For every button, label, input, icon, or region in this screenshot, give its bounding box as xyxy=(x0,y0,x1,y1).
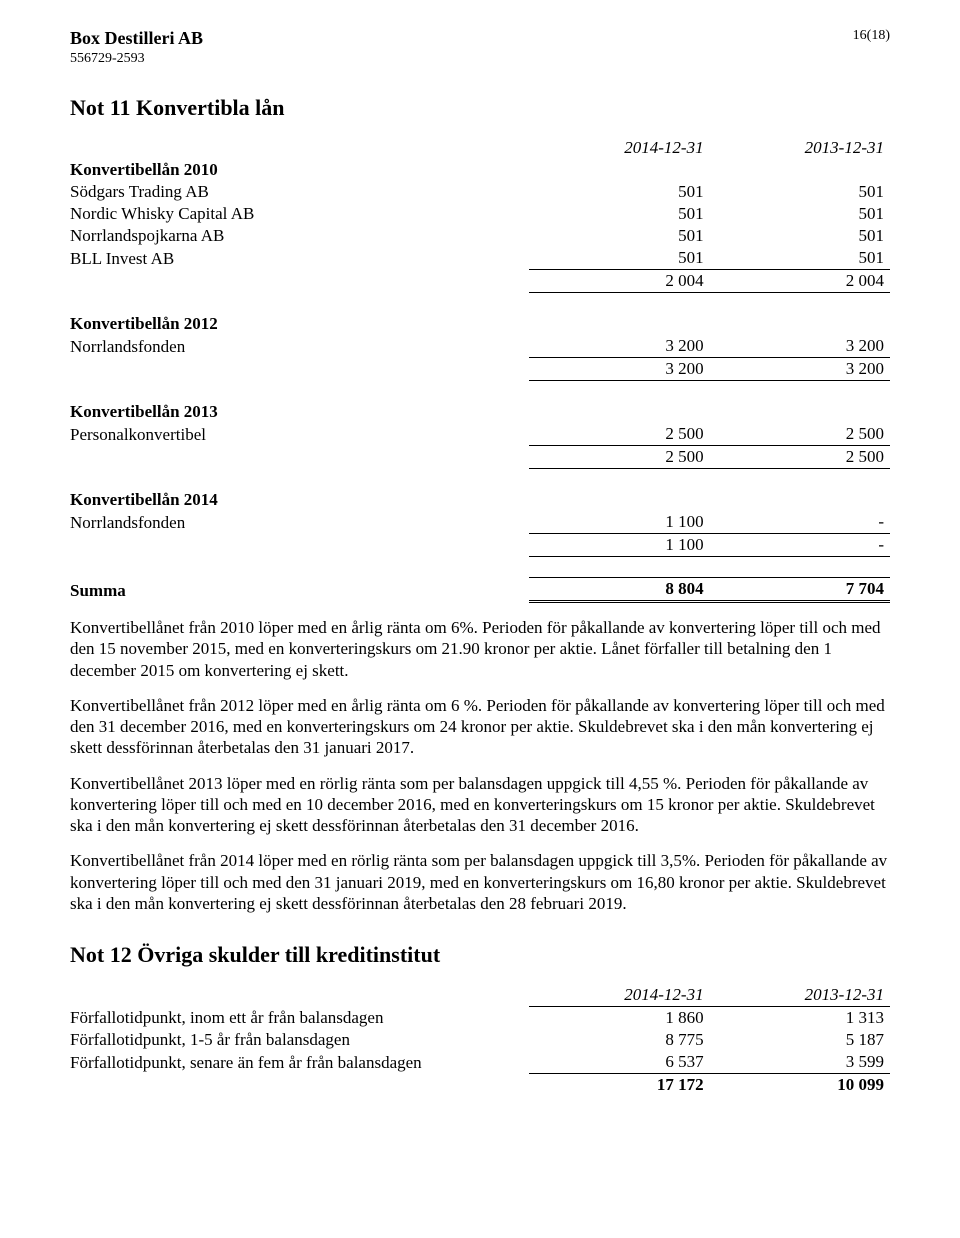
cell: 2 500 xyxy=(529,423,709,446)
table-row: Norrlandsfonden 3 200 3 200 xyxy=(70,335,890,358)
note-11-paragraph: Konvertibellånet 2013 löper med en rörli… xyxy=(70,773,890,837)
company-name: Box Destilleri AB xyxy=(70,28,203,49)
row-label: Förfallotidpunkt, senare än fem år från … xyxy=(70,1051,529,1074)
col-header: 2014-12-31 xyxy=(529,984,709,1007)
group-label: Konvertibellån 2012 xyxy=(70,313,529,335)
total-value: 10 099 xyxy=(710,1074,890,1097)
row-label: Norrlandspojkarna AB xyxy=(70,225,529,247)
cell: 6 537 xyxy=(529,1051,709,1074)
subtotal: 2 500 xyxy=(710,446,890,469)
col-header: 2013-12-31 xyxy=(710,984,890,1007)
cell: 2 500 xyxy=(710,423,890,446)
subtotal: - xyxy=(710,534,890,557)
cell: 501 xyxy=(529,203,709,225)
group-label: Konvertibellån 2014 xyxy=(70,489,529,511)
note-12-table: 2014-12-31 2013-12-31 Förfallotidpunkt, … xyxy=(70,984,890,1096)
cell: 1 313 xyxy=(710,1007,890,1030)
table-row: Förfallotidpunkt, inom ett år från balan… xyxy=(70,1007,890,1030)
cell: 1 860 xyxy=(529,1007,709,1030)
col-header: 2013-12-31 xyxy=(710,137,890,159)
row-label: Förfallotidpunkt, 1-5 år från balansdage… xyxy=(70,1029,529,1051)
total-row: 17 172 10 099 xyxy=(70,1074,890,1097)
row-label: Förfallotidpunkt, inom ett år från balan… xyxy=(70,1007,529,1030)
cell: 501 xyxy=(710,247,890,270)
cell: 3 200 xyxy=(529,335,709,358)
table-row: Norrlandspojkarna AB 501 501 xyxy=(70,225,890,247)
page-number: 16(18) xyxy=(853,28,890,44)
note-11-table: 2014-12-31 2013-12-31 Konvertibellån 201… xyxy=(70,137,890,603)
note-11-paragraph: Konvertibellånet från 2014 löper med en … xyxy=(70,850,890,914)
row-label: Nordic Whisky Capital AB xyxy=(70,203,529,225)
subtotal: 2 004 xyxy=(710,270,890,293)
table-row: Förfallotidpunkt, 1-5 år från balansdage… xyxy=(70,1029,890,1051)
cell: 501 xyxy=(710,203,890,225)
row-label: Norrlandsfonden xyxy=(70,335,529,358)
table-row: Konvertibellån 2013 xyxy=(70,401,890,423)
cell: 501 xyxy=(529,247,709,270)
table-row: Södgars Trading AB 501 501 xyxy=(70,181,890,203)
row-label: Södgars Trading AB xyxy=(70,181,529,203)
cell: - xyxy=(710,511,890,534)
subtotal: 2 004 xyxy=(529,270,709,293)
summa-value: 7 704 xyxy=(710,578,890,602)
cell: 8 775 xyxy=(529,1029,709,1051)
table-row: Norrlandsfonden 1 100 - xyxy=(70,511,890,534)
cell: 1 100 xyxy=(529,511,709,534)
cell: 501 xyxy=(529,181,709,203)
subtotal-row: 2 500 2 500 xyxy=(70,446,890,469)
summa-value: 8 804 xyxy=(529,578,709,602)
table-row: Nordic Whisky Capital AB 501 501 xyxy=(70,203,890,225)
table-header-row: 2014-12-31 2013-12-31 xyxy=(70,137,890,159)
table-row: Personalkonvertibel 2 500 2 500 xyxy=(70,423,890,446)
total-value: 17 172 xyxy=(529,1074,709,1097)
table-row: BLL Invest AB 501 501 xyxy=(70,247,890,270)
row-label: Norrlandsfonden xyxy=(70,511,529,534)
header-left: Box Destilleri AB 556729-2593 xyxy=(70,28,203,67)
cell: 501 xyxy=(710,225,890,247)
table-row: Konvertibellån 2014 xyxy=(70,489,890,511)
note-12-title: Not 12 Övriga skulder till kreditinstitu… xyxy=(70,942,890,968)
summa-label: Summa xyxy=(70,578,529,602)
group-label: Konvertibellån 2013 xyxy=(70,401,529,423)
page: Box Destilleri AB 556729-2593 16(18) Not… xyxy=(0,0,960,1238)
subtotal: 3 200 xyxy=(529,358,709,381)
table-header-row: 2014-12-31 2013-12-31 xyxy=(70,984,890,1007)
subtotal-row: 1 100 - xyxy=(70,534,890,557)
table-row: Konvertibellån 2012 xyxy=(70,313,890,335)
col-header: 2014-12-31 xyxy=(529,137,709,159)
org-number: 556729-2593 xyxy=(70,51,203,67)
page-header: Box Destilleri AB 556729-2593 16(18) xyxy=(70,28,890,67)
cell: 501 xyxy=(710,181,890,203)
cell: 5 187 xyxy=(710,1029,890,1051)
cell: 3 200 xyxy=(710,335,890,358)
subtotal: 1 100 xyxy=(529,534,709,557)
cell: 501 xyxy=(529,225,709,247)
table-row: Konvertibellån 2010 xyxy=(70,159,890,181)
summa-row: Summa 8 804 7 704 xyxy=(70,578,890,602)
note-11-title: Not 11 Konvertibla lån xyxy=(70,95,890,121)
subtotal: 2 500 xyxy=(529,446,709,469)
note-11-paragraph: Konvertibellånet från 2010 löper med en … xyxy=(70,617,890,681)
group-label: Konvertibellån 2010 xyxy=(70,159,529,181)
row-label: Personalkonvertibel xyxy=(70,423,529,446)
cell: 3 599 xyxy=(710,1051,890,1074)
table-row: Förfallotidpunkt, senare än fem år från … xyxy=(70,1051,890,1074)
subtotal-row: 3 200 3 200 xyxy=(70,358,890,381)
subtotal-row: 2 004 2 004 xyxy=(70,270,890,293)
subtotal: 3 200 xyxy=(710,358,890,381)
row-label: BLL Invest AB xyxy=(70,247,529,270)
note-11-paragraph: Konvertibellånet från 2012 löper med en … xyxy=(70,695,890,759)
